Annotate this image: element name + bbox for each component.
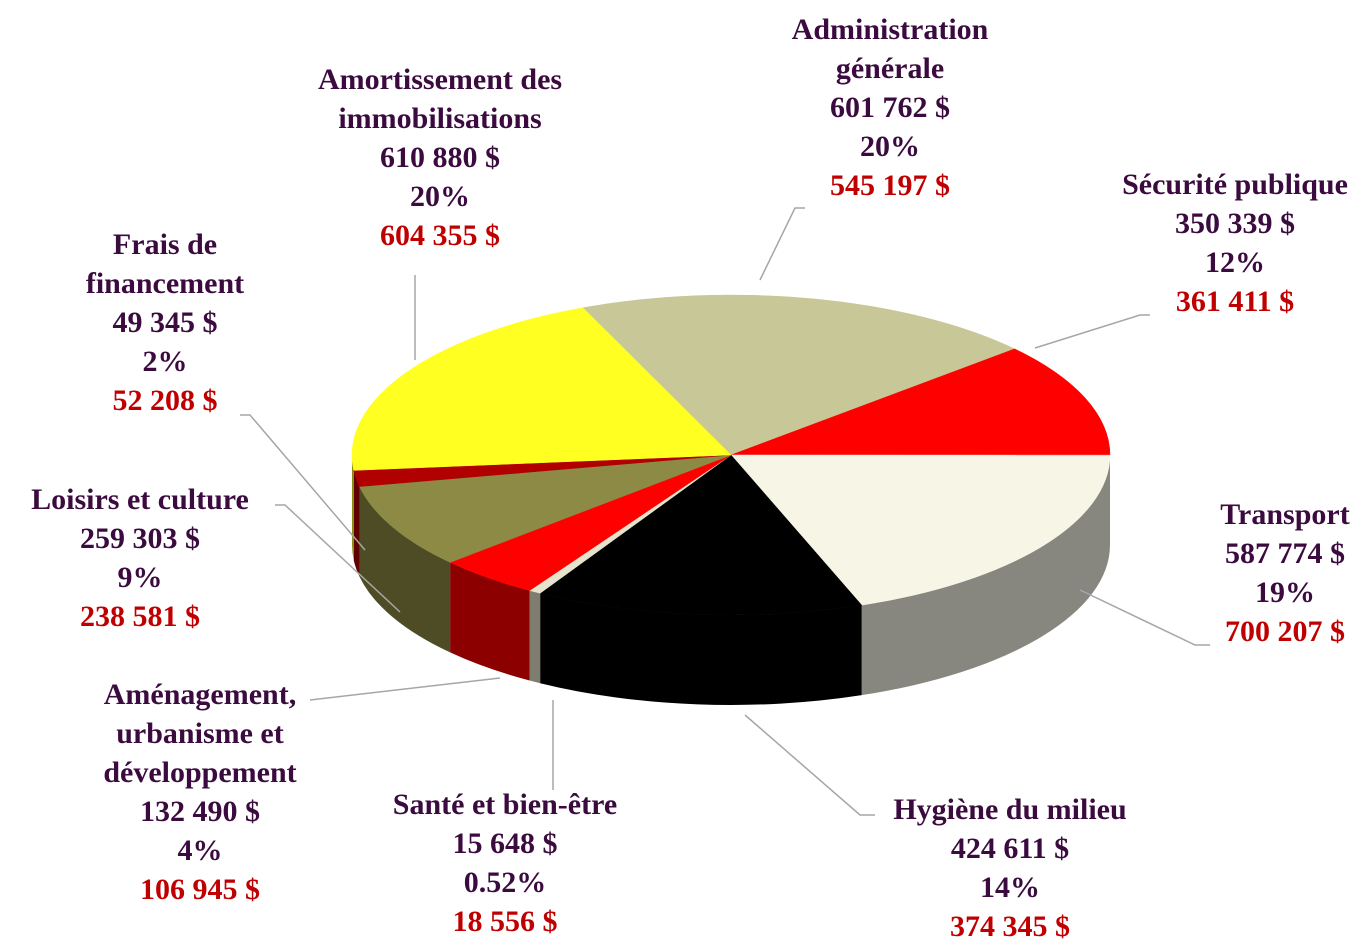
label-prev: 52 208 $: [60, 381, 270, 420]
label-amount: 610 880 $: [280, 138, 600, 177]
label-prev: 374 345 $: [850, 907, 1170, 946]
label-prev: 238 581 $: [0, 597, 280, 636]
label-name: Amortissement des immobilisations: [280, 60, 600, 138]
label-percent: 20%: [280, 177, 600, 216]
label-name: Hygiène du milieu: [850, 790, 1170, 829]
label-name: Transport: [1200, 495, 1369, 534]
leader-line: [760, 208, 805, 280]
label-percent: 19%: [1200, 573, 1369, 612]
label-amount: 259 303 $: [0, 519, 280, 558]
label-percent: 9%: [0, 558, 280, 597]
label-name: Aménagement, urbanisme et développement: [80, 675, 320, 792]
label-prev: 604 355 $: [280, 216, 600, 255]
label-percent: 14%: [850, 868, 1170, 907]
label-percent: 12%: [1095, 243, 1369, 282]
label-percent: 0.52%: [345, 863, 665, 902]
label-percent: 4%: [80, 831, 320, 870]
label-percent: 20%: [760, 127, 1020, 166]
label-prev: 18 556 $: [345, 902, 665, 941]
slice-side: [354, 470, 360, 576]
label-prev: 545 197 $: [760, 166, 1020, 205]
label-amount: 132 490 $: [80, 792, 320, 831]
slice-side: [530, 591, 541, 684]
label-amount: 15 648 $: [345, 824, 665, 863]
label-amount: 424 611 $: [850, 829, 1170, 868]
leader-line: [1080, 590, 1210, 645]
label-prev: 700 207 $: [1200, 612, 1369, 651]
label-name: Loisirs et culture: [0, 480, 280, 519]
label-name: Sécurité publique: [1095, 165, 1369, 204]
label-percent: 2%: [60, 342, 270, 381]
label-name: Administration générale: [760, 10, 1020, 88]
label-amount: 49 345 $: [60, 303, 270, 342]
label-amount: 350 339 $: [1095, 204, 1369, 243]
label-amount: 601 762 $: [760, 88, 1020, 127]
label-prev: 361 411 $: [1095, 282, 1369, 321]
label-prev: 106 945 $: [80, 870, 320, 909]
label-name: Frais de financement: [60, 225, 270, 303]
label-name: Santé et bien-être: [345, 785, 665, 824]
label-amount: 587 774 $: [1200, 534, 1369, 573]
leader-line: [310, 678, 500, 700]
slice-side: [352, 455, 354, 560]
